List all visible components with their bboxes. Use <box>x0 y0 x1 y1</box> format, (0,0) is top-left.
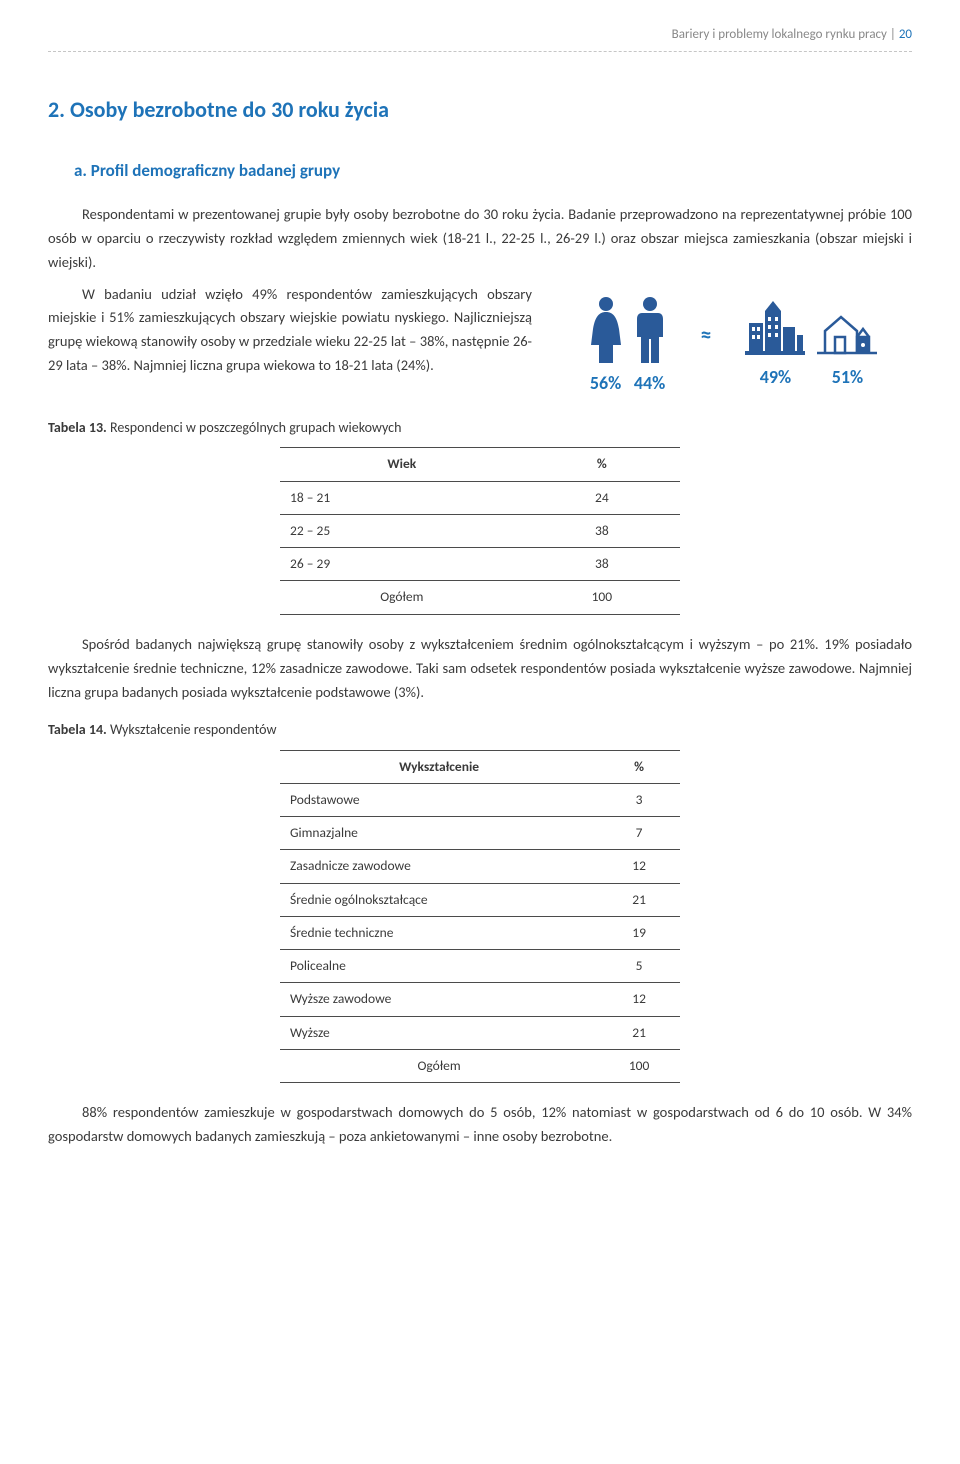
cell-label: 26 – 29 <box>280 548 524 581</box>
col-value: % <box>524 448 680 481</box>
cell-label: Wyższe zawodowe <box>280 983 598 1016</box>
table-row: 26 – 2938 <box>280 548 680 581</box>
cell-label: Średnie techniczne <box>280 916 598 949</box>
cell-value: 38 <box>524 514 680 547</box>
table-row: Podstawowe3 <box>280 783 680 816</box>
paragraph-2: W badaniu udział wzięło 49% respondentów… <box>48 283 532 379</box>
table-total-row: Ogółem100 <box>280 581 680 614</box>
total-label: Ogółem <box>280 581 524 614</box>
page-header: Bariery i problemy lokalnego rynku pracy… <box>48 24 912 52</box>
pct-man: 44% <box>634 369 665 399</box>
header-text: Bariery i problemy lokalnego rynku pracy <box>672 27 887 42</box>
total-label: Ogółem <box>280 1049 598 1082</box>
cell-label: Wyższe <box>280 1016 598 1049</box>
pct-woman: 56% <box>590 369 621 399</box>
table-row: Gimnazjalne7 <box>280 817 680 850</box>
section-title: 2. Osoby bezrobotne do 30 roku życia <box>48 92 912 128</box>
cell-value: 3 <box>598 783 680 816</box>
cell-label: Gimnazjalne <box>280 817 598 850</box>
city-icon <box>745 301 805 359</box>
table-header-row: Wiek % <box>280 448 680 481</box>
paragraph-with-infographic: W badaniu udział wzięło 49% respondentów… <box>48 283 912 399</box>
col-label: Wiek <box>280 448 524 481</box>
infographic: 56% 44% ≈ <box>552 283 912 399</box>
table-header-row: Wykształcenie % <box>280 750 680 783</box>
header-sep: | <box>887 27 899 42</box>
table14-title-bold: Tabela 14. <box>48 721 107 738</box>
cell-value: 19 <box>598 916 680 949</box>
total-value: 100 <box>524 581 680 614</box>
paragraph-4: 88% respondentów zamieszkuje w gospodars… <box>48 1101 912 1149</box>
page-number: 20 <box>899 27 912 42</box>
table-row: Wyższe21 <box>280 1016 680 1049</box>
approx-equals: ≈ <box>701 317 712 375</box>
cell-value: 12 <box>598 850 680 883</box>
table14-title: Tabela 14. Wykształcenie respondentów <box>48 718 912 741</box>
cell-label: Policealne <box>280 950 598 983</box>
table-row: Średnie ogólnokształcące21 <box>280 883 680 916</box>
cell-value: 12 <box>598 983 680 1016</box>
subsection-title: a. Profil demograficzny badanej grupy <box>74 157 912 185</box>
cell-label: 18 – 21 <box>280 481 524 514</box>
table-row: Średnie techniczne19 <box>280 916 680 949</box>
table-14: Wykształcenie % Podstawowe3 Gimnazjalne7… <box>280 750 680 1084</box>
cell-value: 24 <box>524 481 680 514</box>
table13-title-bold: Tabela 13. <box>48 419 107 436</box>
table13-title: Tabela 13. Respondenci w poszczególnych … <box>48 416 912 439</box>
table14-title-rest: Wykształcenie respondentów <box>107 721 277 738</box>
man-icon <box>633 295 667 365</box>
table-row: 18 – 2124 <box>280 481 680 514</box>
pct-city: 49% <box>760 363 791 393</box>
people-icons: 56% 44% <box>587 295 667 399</box>
cell-value: 21 <box>598 883 680 916</box>
woman-icon <box>587 295 625 365</box>
paragraph-3: Spośród badanych największą grupę stanow… <box>48 633 912 705</box>
col-value: % <box>598 750 680 783</box>
cell-value: 5 <box>598 950 680 983</box>
table-total-row: Ogółem100 <box>280 1049 680 1082</box>
cell-value: 7 <box>598 817 680 850</box>
table-row: Policealne5 <box>280 950 680 983</box>
area-icons: 49% 51% <box>745 301 877 393</box>
table13-title-rest: Respondenci w poszczególnych grupach wie… <box>107 419 402 436</box>
cell-value: 21 <box>598 1016 680 1049</box>
village-icon <box>817 301 877 359</box>
paragraph-1: Respondentami w prezentowanej grupie był… <box>48 203 912 275</box>
cell-label: Zasadnicze zawodowe <box>280 850 598 883</box>
total-value: 100 <box>598 1049 680 1082</box>
cell-label: Średnie ogólnokształcące <box>280 883 598 916</box>
pct-village: 51% <box>832 363 863 393</box>
table-row: 22 – 2538 <box>280 514 680 547</box>
col-label: Wykształcenie <box>280 750 598 783</box>
table-13: Wiek % 18 – 2124 22 – 2538 26 – 2938 Ogó… <box>280 447 680 614</box>
cell-label: 22 – 25 <box>280 514 524 547</box>
table-row: Wyższe zawodowe12 <box>280 983 680 1016</box>
cell-value: 38 <box>524 548 680 581</box>
cell-label: Podstawowe <box>280 783 598 816</box>
table-row: Zasadnicze zawodowe12 <box>280 850 680 883</box>
